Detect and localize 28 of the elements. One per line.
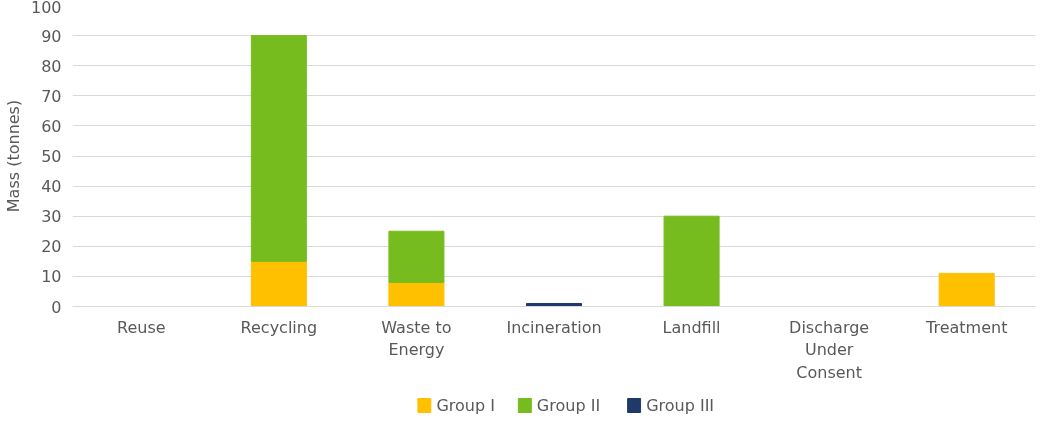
y-tick-label: 50 bbox=[41, 147, 62, 166]
y-tick-label: 100 bbox=[30, 0, 62, 17]
legend-label: Group III bbox=[646, 396, 715, 415]
y-tick-label: 0 bbox=[51, 297, 62, 317]
bar bbox=[388, 230, 445, 283]
y-tick-label: 60 bbox=[41, 116, 62, 136]
x-tick-label: Landfill bbox=[662, 317, 721, 337]
bar bbox=[250, 260, 307, 307]
bar bbox=[663, 215, 720, 307]
y-tick-label: 70 bbox=[41, 86, 62, 106]
bar bbox=[388, 281, 445, 307]
bar bbox=[938, 272, 995, 307]
x-tick-label: Reuse bbox=[117, 317, 166, 337]
y-tick-label: 20 bbox=[41, 237, 62, 257]
x-tick-label: Treatment bbox=[925, 317, 1008, 337]
legend-label: Group II bbox=[536, 396, 601, 415]
x-tick-label: Discharge Under Consent bbox=[789, 317, 870, 383]
y-axis-title: Mass (tonnes) bbox=[3, 99, 23, 213]
x-tick-label: Incineration bbox=[506, 317, 602, 337]
x-tick-label: Waste to Energy bbox=[381, 317, 452, 360]
y-tick-label: 90 bbox=[41, 26, 62, 46]
y-tick-label: 80 bbox=[41, 56, 62, 76]
y-tick-label: 10 bbox=[41, 267, 62, 287]
x-tick-label: Recycling bbox=[240, 317, 318, 337]
y-tick-label: 30 bbox=[41, 207, 62, 227]
bar bbox=[250, 35, 307, 262]
legend-label: Group I bbox=[436, 396, 495, 415]
y-tick-label: 40 bbox=[41, 177, 62, 197]
